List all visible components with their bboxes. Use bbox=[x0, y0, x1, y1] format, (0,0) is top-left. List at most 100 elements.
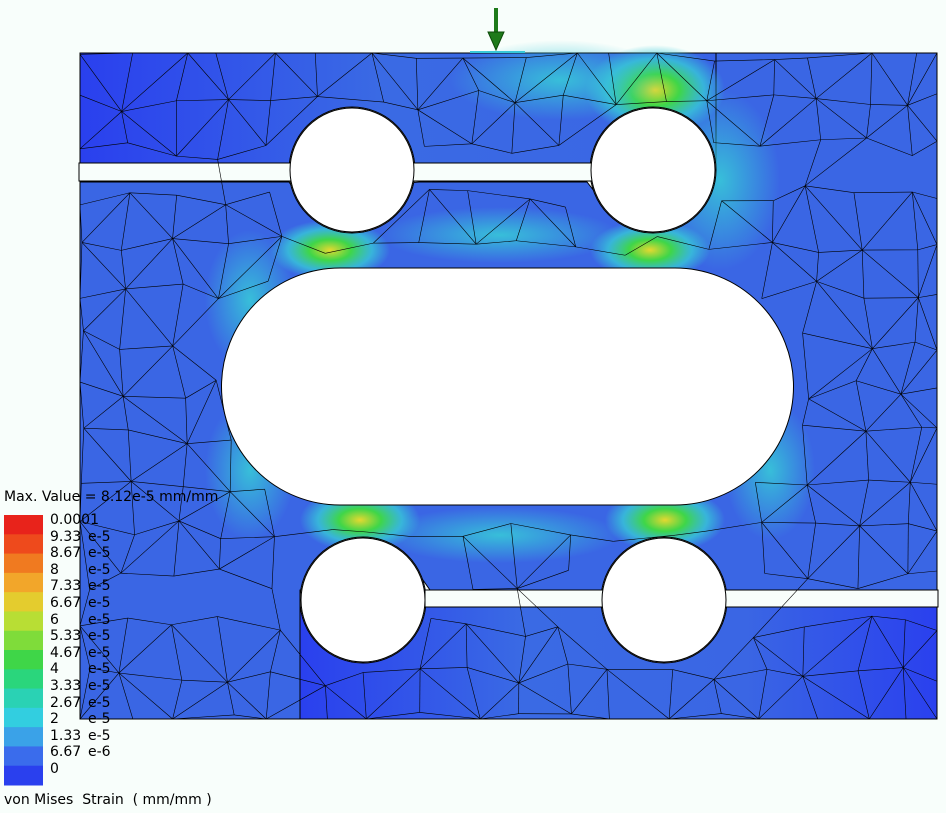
mesh-edge bbox=[525, 626, 558, 637]
mesh-edge bbox=[863, 298, 873, 349]
mesh-edge bbox=[172, 284, 184, 346]
mesh-edge bbox=[853, 191, 913, 193]
mesh-edge bbox=[753, 578, 808, 638]
mesh-edge bbox=[706, 100, 761, 147]
mesh-edge bbox=[816, 249, 863, 282]
mesh-edge bbox=[774, 57, 808, 60]
mesh-edge bbox=[759, 98, 817, 147]
mesh-edge bbox=[753, 637, 804, 677]
mesh-edge bbox=[417, 109, 425, 147]
mesh-edge bbox=[129, 192, 173, 239]
mesh-edge bbox=[325, 672, 364, 686]
mesh-edge bbox=[371, 52, 384, 103]
mesh-edge bbox=[89, 572, 122, 590]
mesh-edge bbox=[130, 481, 135, 535]
mesh-edge bbox=[317, 52, 373, 97]
mesh-edge bbox=[79, 242, 83, 299]
legend-swatch bbox=[4, 553, 43, 574]
mesh-edge bbox=[758, 669, 768, 720]
mesh-edge bbox=[79, 625, 91, 669]
legend-tick-unit: e-5 bbox=[88, 727, 111, 744]
mesh-edge bbox=[912, 191, 938, 245]
mesh-edge bbox=[903, 667, 938, 682]
mesh-edge bbox=[79, 330, 84, 383]
mesh-edge bbox=[857, 670, 870, 720]
mesh-edge bbox=[186, 380, 217, 444]
legend-tick-unit: e-5 bbox=[88, 694, 111, 711]
mesh-edge bbox=[861, 250, 865, 299]
mesh-edge bbox=[227, 682, 235, 716]
mesh-edge bbox=[120, 534, 135, 574]
mesh-edge bbox=[121, 111, 128, 143]
mesh-edge bbox=[173, 520, 180, 577]
legend-tick-unit: e-5 bbox=[88, 545, 111, 562]
mesh-edge bbox=[429, 189, 468, 191]
legend-tick-value: 8.67 bbox=[50, 545, 82, 562]
mesh-edge bbox=[721, 200, 773, 243]
legend-swatch bbox=[4, 611, 43, 632]
slit-top-middle bbox=[404, 162, 598, 182]
mesh-edge bbox=[761, 242, 773, 299]
mesh-edge bbox=[802, 615, 873, 677]
mesh-edge bbox=[517, 534, 571, 589]
mesh-edge bbox=[172, 681, 228, 720]
mesh-edge bbox=[79, 521, 135, 536]
mesh-edge bbox=[176, 99, 229, 157]
legend-tick-unit: e-5 bbox=[88, 578, 111, 595]
mesh-edge bbox=[514, 102, 560, 146]
mesh-edge bbox=[120, 520, 180, 574]
slit-bottom-right bbox=[719, 589, 939, 608]
mesh-edge bbox=[871, 615, 906, 621]
mesh-edge bbox=[314, 52, 318, 97]
mesh-edge bbox=[127, 429, 132, 482]
mesh-edge bbox=[804, 185, 819, 253]
mesh-edge bbox=[371, 52, 417, 59]
legend-tick-unit: e-5 bbox=[88, 611, 111, 628]
mesh-edge bbox=[900, 349, 938, 395]
mesh-edge bbox=[462, 57, 516, 103]
mesh-edge bbox=[118, 672, 173, 720]
legend-swatch bbox=[4, 515, 43, 535]
mesh-edge bbox=[907, 93, 938, 106]
mesh-edge bbox=[872, 341, 916, 349]
slit-bottom-middle bbox=[424, 589, 611, 608]
mesh-edge bbox=[270, 630, 281, 672]
mesh-edge bbox=[714, 59, 775, 62]
mesh-edge bbox=[910, 482, 938, 532]
mesh-edge bbox=[706, 100, 714, 143]
mesh-edge bbox=[227, 671, 271, 683]
mesh-edge bbox=[807, 578, 858, 589]
mesh-edge bbox=[121, 52, 188, 112]
mesh-edge bbox=[529, 198, 576, 248]
mesh-edge bbox=[81, 428, 85, 484]
mesh-edge bbox=[417, 90, 479, 111]
mesh-edge bbox=[518, 663, 568, 684]
mesh-edge bbox=[866, 104, 871, 139]
mesh-edge bbox=[471, 90, 480, 144]
mesh-edge bbox=[79, 111, 122, 150]
mesh-edge bbox=[363, 668, 421, 673]
mesh-edge bbox=[217, 616, 228, 683]
mesh-edge bbox=[81, 192, 131, 243]
mesh-edge bbox=[557, 626, 569, 665]
mesh-edge bbox=[914, 341, 938, 351]
mesh-edge bbox=[802, 626, 805, 677]
mesh-edge bbox=[122, 396, 188, 444]
mesh-edge bbox=[807, 57, 817, 99]
mesh-edge bbox=[816, 252, 819, 282]
mesh-edge bbox=[918, 294, 938, 298]
mesh-edge bbox=[907, 530, 938, 574]
mesh-edge bbox=[81, 481, 132, 484]
mesh-edge bbox=[121, 111, 177, 157]
legend-tick-value: 6.67 bbox=[50, 744, 82, 761]
mesh-edge bbox=[713, 679, 722, 714]
legend-tick-value: 6.67 bbox=[50, 594, 82, 611]
mesh-edge bbox=[666, 100, 707, 102]
mesh-edge bbox=[81, 242, 126, 290]
mesh-edge bbox=[515, 198, 531, 241]
mesh-edge bbox=[227, 681, 267, 720]
mesh-edge bbox=[802, 332, 873, 349]
mesh-edge bbox=[228, 99, 271, 101]
mesh-edge bbox=[171, 624, 228, 683]
